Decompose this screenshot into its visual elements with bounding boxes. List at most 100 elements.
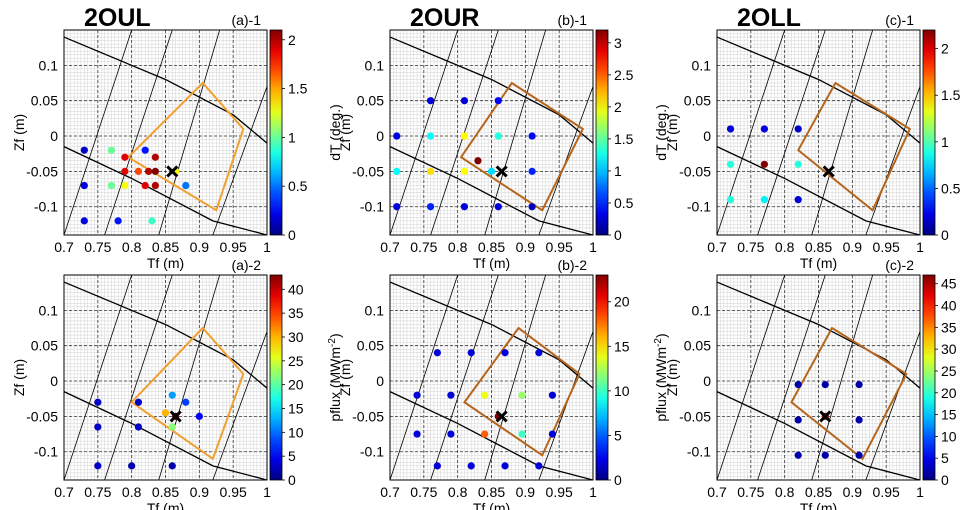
x-tick-label: 0.7 (707, 484, 727, 500)
x-tick-label: 0.95 (220, 239, 247, 255)
colorbar-tick-label: 25 (941, 363, 957, 379)
boundary-curve-upper (390, 281, 593, 389)
structure-line (390, 275, 459, 480)
data-point (481, 430, 489, 438)
colorbar-tick-label: 1 (941, 134, 949, 150)
data-point (141, 181, 149, 190)
y-tick-label: -0.1 (360, 444, 384, 460)
data-point (182, 398, 190, 406)
colorbar-tick-label: 20 (614, 294, 630, 310)
colorbar-label-main: dT (deg.) (653, 104, 669, 161)
colorbar-tick-label: 1.5 (941, 87, 961, 103)
y-tick-label: 0.05 (357, 93, 384, 109)
data-point (121, 181, 129, 190)
data-point (393, 203, 401, 211)
x-marker-stroke (166, 165, 179, 178)
colorbar-label-main: pflux (MWm (327, 347, 343, 422)
colorbar-tick-label: 2 (288, 32, 296, 48)
colorbar-label-end: ) (327, 333, 343, 338)
structure-line (757, 30, 826, 235)
colorbar-tick-label: 3 (614, 35, 622, 51)
x-tick-label: 0.7 (54, 239, 74, 255)
y-axis-label: Zf (m) (11, 359, 27, 396)
y-tick-label: -0.1 (360, 199, 384, 215)
x-axis-label: Tf (m) (473, 255, 510, 271)
tile-outline (463, 326, 581, 457)
y-tick-label: 0.1 (39, 302, 59, 318)
data-point (855, 416, 863, 424)
panel-label: (a)-2 (231, 257, 261, 273)
colorbar-tick-label: 0 (614, 227, 622, 243)
y-tick-label: 0.1 (692, 302, 712, 318)
data-point (168, 423, 176, 431)
x-tick-label: 1 (916, 239, 924, 255)
data-point (726, 160, 735, 168)
panel-title: 2OUL (84, 4, 151, 32)
structure-line (212, 86, 267, 235)
data-point (134, 423, 143, 431)
colorbar-tick-label: 20 (288, 377, 304, 393)
data-point (528, 132, 536, 140)
tile-outline (459, 81, 585, 212)
plot-area (717, 275, 920, 480)
y-tick-label: -0.1 (687, 444, 711, 460)
colorbar-tick-label: 45 (941, 276, 957, 292)
x-tick-label: 0.85 (478, 484, 505, 500)
x-axis-label: Tf (m) (147, 500, 184, 510)
colorbar-tick-label: 40 (941, 298, 957, 314)
data-point (794, 125, 802, 133)
data-point (794, 160, 802, 168)
data-point (794, 380, 802, 389)
colorbar-label-end: ) (653, 333, 669, 338)
data-point (94, 423, 102, 431)
x-marker-stroke (169, 410, 182, 423)
colorbar-tick-label: 1.5 (288, 81, 308, 97)
data-point (427, 167, 435, 175)
structure-line (104, 30, 173, 235)
x-marker (495, 165, 508, 178)
structure-line (811, 275, 874, 480)
plot-area (390, 275, 593, 480)
x-marker (822, 165, 835, 178)
x-tick-label: 0.9 (190, 239, 210, 255)
colorbar-tick-label: 25 (288, 353, 304, 369)
data-point (494, 203, 502, 211)
x-marker (166, 165, 179, 178)
colorbar-tick-label: 15 (941, 407, 957, 423)
data-point (80, 217, 88, 225)
data-point (427, 203, 435, 211)
x-tick-label: 0.7 (707, 239, 727, 255)
panel-label: (b)-1 (557, 12, 587, 28)
y-tick-label: -0.05 (352, 163, 384, 179)
colorbar-tick-label: 0.5 (614, 195, 634, 211)
boundary-curve-upper (717, 281, 920, 389)
colorbar-tick-label: 40 (288, 281, 304, 297)
y-tick-label: 0.1 (39, 57, 59, 73)
y-tick-label: 0.05 (684, 338, 711, 354)
x-tick-label: 1 (589, 484, 597, 500)
x-tick-label: 0.9 (516, 239, 536, 255)
y-tick-label: -0.1 (34, 199, 58, 215)
data-point (760, 196, 768, 204)
colorbar-tick-label: 0 (288, 472, 296, 488)
panel-label: (b)-2 (557, 257, 587, 273)
x-tick-label: 0.7 (54, 484, 74, 500)
colorbar-tick-label: 0 (288, 227, 296, 243)
x-tick-label: 1 (916, 484, 924, 500)
panel-title: 2OUR (410, 4, 479, 32)
colorbar-label: pflux (MWm-2) (653, 333, 669, 421)
data-point (501, 462, 509, 470)
x-tick-label: 0.9 (843, 484, 863, 500)
colorbar-tick-label: 20 (941, 385, 957, 401)
data-point (134, 398, 143, 406)
plot-frame (63, 274, 268, 481)
y-tick-label: 0 (50, 128, 58, 144)
tile-outline (796, 81, 912, 212)
colorbar (922, 274, 936, 481)
structure-line (64, 275, 133, 480)
data-points (726, 125, 802, 204)
x-marker (819, 410, 832, 423)
data-point (433, 349, 441, 357)
data-point (726, 125, 735, 133)
y-axis-label: Zf (m) (337, 359, 353, 396)
